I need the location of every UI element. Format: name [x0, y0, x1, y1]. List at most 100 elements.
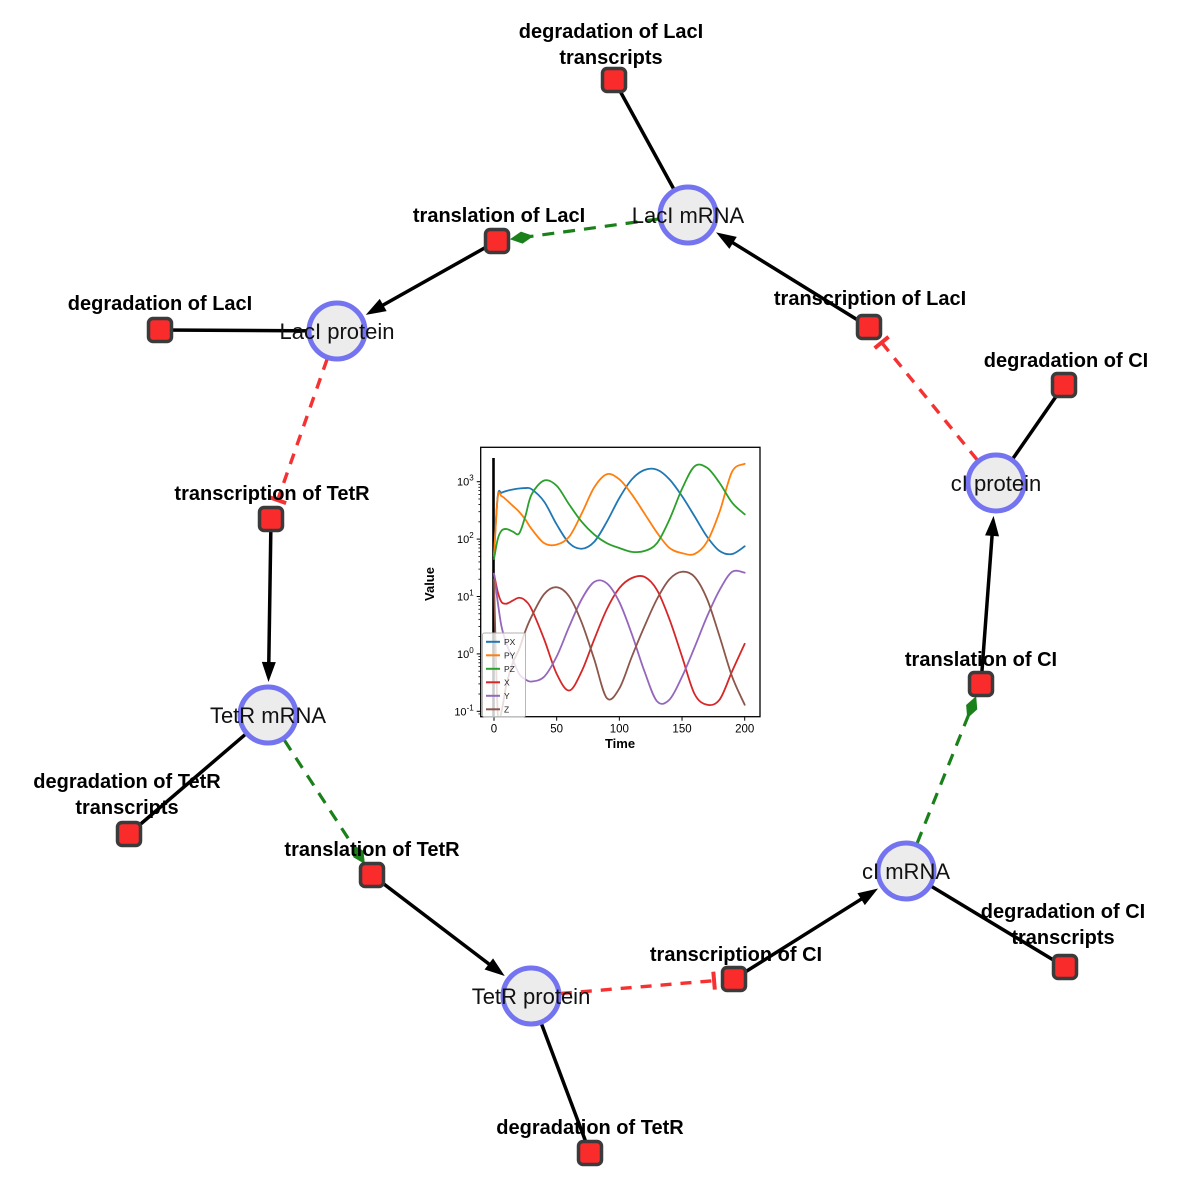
reaction-label-deg-laci-transcripts: degradation of LacI	[519, 21, 703, 43]
legend-label-X: X	[504, 677, 510, 687]
edge-modifier-ci-mrna-translation-ci	[915, 696, 978, 844]
reaction-node-deg-tetr	[576, 1139, 604, 1167]
reaction-label-transcription-ci: transcription of CI	[650, 944, 822, 966]
species-nodes-layer	[237, 184, 1027, 1027]
x-axis-tick-label: 150	[672, 724, 691, 736]
reaction-node-translation-ci	[967, 670, 995, 698]
inhibition-dashed-line	[880, 341, 979, 461]
modifier-arrowhead	[509, 231, 534, 244]
series-line-PZ	[493, 463, 746, 560]
reaction-nodes-layer	[115, 66, 1079, 1167]
reaction-node-transcription-tetr	[257, 505, 285, 533]
legend-label-Z: Z	[504, 704, 509, 714]
reaction-label-translation-tetr: translation of TetR	[284, 839, 460, 861]
production-line	[370, 873, 497, 971]
legend: PX PY PZ XYZ	[482, 632, 526, 718]
production-arrowhead	[985, 515, 1000, 537]
modifier-dashed-line	[529, 217, 659, 239]
y-axis-tick-label: 101	[457, 589, 474, 604]
edge-production-transcription-laci-laci-mrna	[716, 232, 870, 329]
reaction-node-translation-laci	[483, 227, 511, 255]
reaction-label-deg-ci: degradation of CI	[984, 350, 1148, 372]
modifier-dashed-line	[915, 714, 971, 844]
edge-consumption-ci-mrna-deg-ci-transcripts	[905, 869, 1066, 969]
labels-layer: degradation of LacI transcripts translatio…	[33, 21, 1148, 1139]
production-arrowhead	[484, 958, 505, 977]
production-line	[733, 893, 869, 981]
x-axis-title: Time	[605, 736, 635, 751]
legend-entry-PX: PX	[486, 637, 516, 647]
edge-modifier-tetr-mrna-translation-tetr	[283, 739, 365, 865]
production-arrowhead	[857, 888, 879, 906]
consumption-line	[905, 869, 1066, 969]
legend-entry-X: X	[486, 677, 510, 687]
inhibition-tee-bar	[268, 495, 287, 505]
inhibition-dashed-line	[560, 978, 715, 996]
y-axis-title: Value	[422, 567, 437, 601]
x-axis-tick-label: 50	[550, 724, 563, 736]
legend-entry-PZ: PZ	[486, 664, 515, 674]
species-label-laci-mrna: LacI mRNA	[632, 203, 745, 228]
edge-production-translation-laci-laci-protein	[365, 239, 498, 315]
inhibition-dashed-line	[276, 358, 329, 501]
production-line	[375, 239, 498, 311]
y-axis-tick-label: 102	[457, 531, 474, 546]
production-line	[725, 237, 870, 329]
species-node-tetr-protein	[500, 965, 562, 1027]
species-node-ci-mrna	[875, 840, 937, 902]
reaction-label-deg-ci-transcripts: degradation of CI	[981, 901, 1145, 923]
legend-entry-PY: PY	[486, 650, 516, 660]
modifier-arrowhead	[966, 696, 978, 719]
reaction-node-deg-tetr-transcripts	[115, 820, 143, 848]
legend-label-PX: PX	[504, 637, 516, 647]
legend-label-Y: Y	[504, 691, 510, 701]
series-layer	[493, 462, 746, 717]
edge-modifier-laci-mrna-translation-laci	[509, 217, 659, 244]
edge-production-translation-ci-ci-protein	[979, 515, 1000, 685]
inhibition-tee-bar	[873, 335, 890, 350]
legend-entry-Y: Y	[486, 691, 510, 701]
species-node-tetr-mrna	[237, 684, 299, 746]
reaction-label-translation-ci: translation of CI	[905, 649, 1057, 671]
series-line-Y	[493, 569, 746, 705]
edge-inhibition-tetr-protein-transcription-ci	[560, 971, 717, 996]
reaction-label-deg-ci-transcripts: transcripts	[1011, 927, 1114, 949]
reaction-node-deg-ci-transcripts	[1051, 953, 1079, 981]
reaction-label-transcription-laci: transcription of LacI	[774, 288, 966, 310]
reaction-node-deg-ci	[1050, 371, 1078, 399]
production-arrowhead	[261, 661, 276, 683]
production-line	[266, 518, 273, 671]
y-axis-tick-label: 100	[457, 646, 474, 661]
reaction-node-translation-tetr	[358, 861, 386, 889]
reaction-label-deg-laci-transcripts: transcripts	[559, 47, 662, 69]
reaction-node-transcription-laci	[855, 313, 883, 341]
x-axis-tick-label: 0	[491, 724, 497, 736]
edge-production-transcription-tetr-tetr-mrna	[261, 518, 276, 683]
legend-entry-Z: Z	[486, 704, 509, 714]
x-axis-tick-label: 100	[610, 724, 629, 736]
series-line-Z	[493, 570, 746, 717]
modifier-arrowhead	[351, 843, 365, 865]
series-line-PY	[493, 462, 746, 558]
reaction-node-deg-laci-transcripts	[600, 66, 628, 94]
reaction-label-deg-tetr-transcripts: degradation of TetR	[33, 771, 221, 793]
x-axis-tick-label: 200	[735, 724, 754, 736]
species-label-tetr-mrna: TetR mRNA	[210, 703, 326, 728]
species-node-ci-protein	[965, 452, 1027, 514]
modifier-dashed-line	[283, 739, 356, 849]
production-line	[979, 527, 995, 685]
edge-inhibition-laci-protein-transcription-tetr	[268, 358, 329, 505]
axes-frame	[480, 446, 761, 718]
edge-inhibition-ci-protein-transcription-laci	[873, 335, 979, 461]
reaction-label-transcription-tetr: transcription of TetR	[174, 483, 370, 505]
species-label-ci-protein: cI protein	[951, 471, 1042, 496]
reaction-node-transcription-ci	[720, 965, 748, 993]
species-label-ci-mrna: cI mRNA	[862, 859, 950, 884]
species-node-laci-mrna	[657, 184, 719, 246]
series-line-X	[493, 572, 746, 707]
timeseries-inset-chart: Time Value 0 50 100 150 200 10-1 100 101 102 103 P…	[422, 446, 761, 751]
legend-label-PY: PY	[504, 650, 516, 660]
reaction-node-deg-laci	[146, 316, 174, 344]
